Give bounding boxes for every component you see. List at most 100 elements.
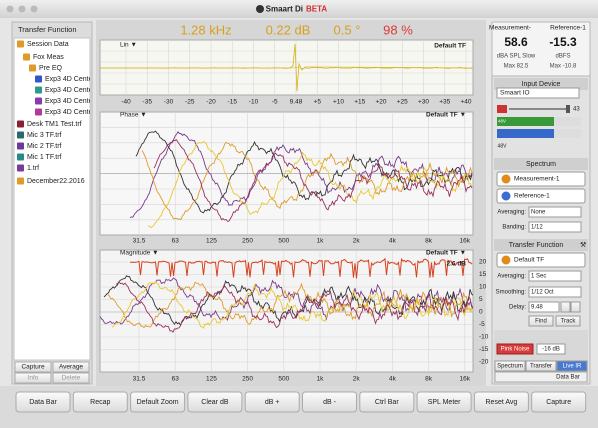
tab[interactable]	[525, 360, 557, 372]
tree-item[interactable]: Exp3 4D Cente	[45, 109, 93, 116]
tree-item[interactable]: Exp3 4D Cente	[45, 87, 93, 94]
panel-text: -15.3	[549, 35, 577, 49]
plot-label: Lin ▼	[120, 42, 137, 49]
panel-button[interactable]	[52, 372, 90, 384]
x-tick-label: 31.5	[133, 238, 146, 245]
data-bar-toggle[interactable]	[494, 371, 588, 383]
panel-button[interactable]	[555, 315, 581, 327]
tree-item[interactable]: Mic 1 TF.trf	[27, 154, 62, 161]
toolbar-button[interactable]	[187, 391, 243, 413]
traces	[99, 43, 474, 333]
tree-item[interactable]: Fox Meas	[33, 54, 64, 61]
tree-item[interactable]: Mic 2 TF.trf	[27, 143, 62, 150]
trace-selector[interactable]	[496, 188, 586, 204]
toolbar-button[interactable]	[473, 391, 529, 413]
window-button[interactable]	[6, 5, 14, 13]
pink-noise-button[interactable]	[496, 343, 534, 355]
device-dropdown[interactable]	[496, 87, 580, 99]
dropdown[interactable]	[528, 270, 582, 282]
tree-item[interactable]: December22.2016	[27, 178, 85, 185]
tab-label: Spectrum	[497, 364, 523, 370]
toolbar-button[interactable]	[15, 391, 71, 413]
toolbar-button[interactable]	[531, 391, 587, 413]
section-header	[494, 78, 588, 90]
tree-item[interactable]: Session Data	[27, 41, 69, 48]
readout: 98 %	[383, 22, 413, 37]
gain-slider[interactable]	[509, 108, 569, 110]
tree-item[interactable]: Exp3 4D Cente	[45, 98, 93, 105]
mute-button[interactable]	[497, 105, 507, 113]
x-tick-label: 16k	[460, 238, 471, 245]
panel-text: None	[531, 210, 546, 216]
tab[interactable]	[556, 360, 588, 372]
panel-text: Reference-1	[550, 25, 586, 32]
toolbar-button[interactable]	[416, 391, 472, 413]
panel-text: 48V	[498, 119, 506, 124]
x-tick-label: 63	[172, 376, 180, 383]
tree-list	[13, 37, 91, 361]
panel-text: 1/12 Oct	[531, 290, 554, 296]
panel-text: Delay:	[509, 305, 526, 311]
tree-item[interactable]: 1.trf	[27, 165, 39, 172]
panel-button[interactable]	[52, 361, 90, 373]
dropdown[interactable]	[528, 206, 582, 218]
x-tick-label: 125	[206, 238, 217, 245]
x-tick-label: +20	[375, 99, 386, 106]
tab[interactable]	[494, 360, 526, 372]
x-tick-label: 250	[242, 238, 253, 245]
trace	[153, 139, 473, 222]
readout: 0.5 °	[334, 22, 361, 37]
tab-label: Live IR	[563, 364, 582, 370]
trace	[129, 257, 473, 279]
toolbar-button[interactable]	[72, 391, 128, 413]
tree-icon	[35, 108, 42, 116]
x-tick-label: -30	[164, 99, 174, 106]
panel-text: Banding:	[502, 225, 526, 231]
panel-text: Averaging:	[497, 274, 526, 280]
trace-selector[interactable]	[496, 171, 586, 187]
tree-item[interactable]: Desk TM1 Test.trf	[27, 121, 82, 128]
panel-text: 9.48	[531, 305, 543, 311]
dropdown[interactable]	[528, 286, 582, 298]
toolbar-button[interactable]	[244, 391, 300, 413]
y-tick-label: -10	[479, 334, 489, 341]
button-label: Data Bar	[29, 399, 57, 406]
slider-knob[interactable]	[566, 105, 570, 113]
button-label: Capture	[546, 399, 571, 406]
dropdown[interactable]	[528, 221, 582, 233]
window-button[interactable]	[30, 5, 38, 13]
magnitude-plot	[99, 249, 474, 373]
panel-text: Averaging:	[497, 210, 526, 216]
tree-item[interactable]: Mic 3 TF.trf	[27, 132, 62, 139]
title-bar	[0, 0, 598, 18]
trace-selector[interactable]	[496, 252, 586, 268]
trace-value: 2.6 dB	[446, 261, 466, 268]
readout: 1.28 kHz	[180, 22, 231, 37]
x-tick-label: 63	[172, 238, 180, 245]
x-tick-label: -25	[185, 99, 195, 106]
x-tick-label: 1k	[317, 238, 325, 245]
tree-item[interactable]: Exp3 4D Cente	[45, 76, 93, 83]
x-tick-label: -5	[272, 99, 278, 106]
button-label: Find	[535, 319, 547, 325]
level-field[interactable]	[536, 343, 566, 355]
button-label: Average	[59, 364, 83, 371]
stepper[interactable]	[560, 301, 571, 313]
section-header	[494, 158, 588, 170]
panel-button[interactable]	[528, 315, 554, 327]
toolbar-button[interactable]	[302, 391, 357, 413]
tree-item[interactable]: Pre EQ	[39, 65, 63, 72]
toolbar-button[interactable]	[130, 391, 186, 413]
panel-text: Default TF	[514, 257, 544, 264]
trace	[115, 281, 473, 333]
panel-button[interactable]	[14, 361, 52, 373]
window-button[interactable]	[18, 5, 26, 13]
button-label: SPL Meter	[428, 399, 461, 406]
delay-field[interactable]	[528, 301, 560, 313]
y-tick-label: -20	[479, 359, 489, 366]
button-label: Info	[28, 375, 39, 382]
panel-text: Smoothing:	[496, 290, 527, 296]
stepper[interactable]	[570, 301, 581, 313]
toolbar-button[interactable]	[359, 391, 415, 413]
panel-button[interactable]	[14, 372, 52, 384]
